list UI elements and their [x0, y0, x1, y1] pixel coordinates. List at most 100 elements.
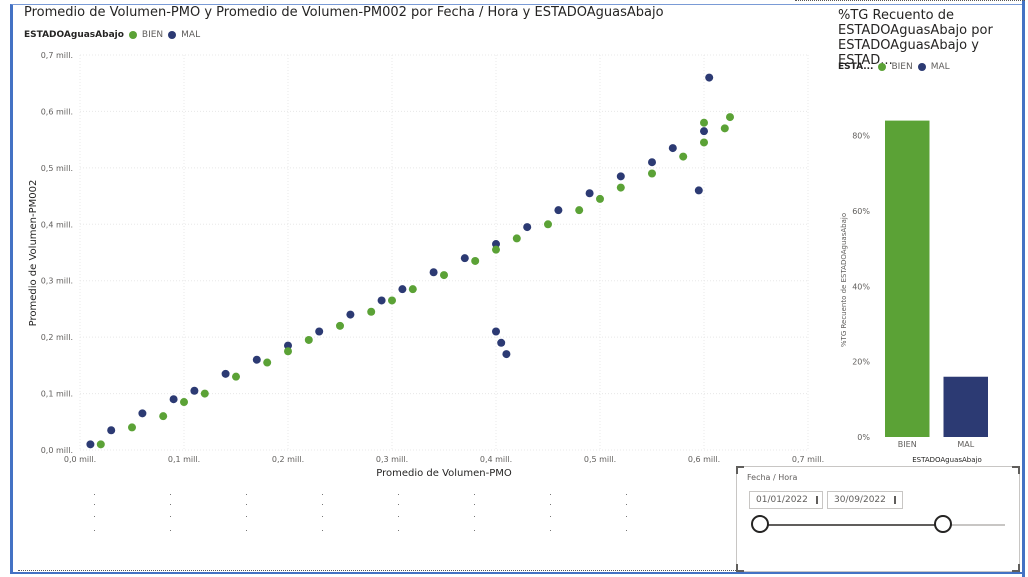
scatter-point-mal[interactable] — [492, 327, 500, 336]
scatter-point-bien[interactable] — [471, 256, 480, 265]
scatter-point-bien[interactable] — [720, 124, 729, 133]
placeholder-grid-dot — [626, 530, 627, 531]
scatter-point-bien[interactable] — [408, 285, 417, 294]
scatter-chart[interactable]: 0,0 mill. 0,1 mill. 0,2 mill. 0,3 mill. 0,4 … — [0, 0, 830, 490]
bar-y-tick-label: 20% — [852, 358, 870, 367]
slicer-corner-tl — [736, 466, 744, 474]
placeholder-grid-dot — [474, 516, 475, 517]
scatter-point-mal[interactable] — [86, 440, 95, 449]
bar-chart-title: %TG Recuento de ESTADOAguasAbajo por EST… — [838, 8, 993, 68]
scatter-point-bien[interactable] — [180, 398, 188, 407]
scatter-point-bien[interactable] — [616, 183, 625, 192]
scatter-point-mal[interactable] — [700, 127, 708, 136]
scatter-point-bien[interactable] — [492, 245, 500, 254]
scatter-point-bien[interactable] — [304, 335, 313, 344]
scatter-point-mal[interactable] — [169, 395, 178, 404]
scatter-point-mal[interactable] — [377, 296, 386, 305]
scatter-point-mal[interactable] — [460, 254, 469, 263]
scatter-point-bien[interactable] — [200, 389, 209, 398]
scatter-x-tick-label: 0,0 mill. — [64, 455, 96, 464]
legend-mal-label: MAL — [181, 30, 201, 40]
scatter-point-bien[interactable] — [648, 169, 656, 178]
scatter-point-mal[interactable] — [523, 223, 532, 232]
dotted-divider-bottom — [18, 570, 1018, 571]
end-date-value: 30/09/2022 — [834, 495, 886, 505]
scatter-point-bien[interactable] — [440, 271, 448, 280]
scatter-point-mal[interactable] — [346, 310, 355, 319]
bar-bien[interactable] — [885, 120, 930, 437]
scatter-point-bien[interactable] — [388, 296, 396, 305]
scatter-point-mal[interactable] — [398, 285, 407, 294]
placeholder-grid-dot — [322, 494, 323, 495]
scatter-point-bien[interactable] — [596, 194, 604, 203]
scatter-point-bien[interactable] — [284, 347, 292, 356]
scatter-x-tick-label: 0,5 mill. — [584, 455, 616, 464]
scatter-x-tick-label: 0,4 mill. — [480, 455, 512, 464]
placeholder-grid-dot — [398, 494, 399, 495]
scatter-point-mal[interactable] — [705, 73, 714, 82]
placeholder-grid-dot — [94, 516, 95, 517]
scatter-point-mal[interactable] — [585, 189, 594, 198]
scatter-point-bien[interactable] — [232, 372, 240, 381]
scatter-point-bien[interactable] — [512, 234, 521, 243]
placeholder-grid-dot — [170, 516, 171, 517]
scatter-point-mal[interactable] — [497, 338, 506, 347]
bar-legend-title: ESTA... — [838, 62, 874, 72]
scatter-point-mal[interactable] — [668, 144, 677, 153]
slider-end-handle[interactable] — [934, 515, 952, 533]
scatter-point-mal[interactable] — [190, 386, 199, 395]
scatter-point-bien[interactable] — [726, 113, 734, 122]
dotted-divider-top — [795, 0, 1025, 1]
scatter-point-mal[interactable] — [694, 186, 703, 195]
scatter-point-mal[interactable] — [492, 240, 500, 249]
scatter-point-mal[interactable] — [616, 172, 625, 181]
scatter-point-mal[interactable] — [221, 369, 230, 378]
scatter-point-bien[interactable] — [263, 358, 272, 367]
scatter-x-axis-label: Promedio de Volumen-PMO — [376, 468, 512, 479]
placeholder-grid-dot — [474, 494, 475, 495]
slider-start-handle[interactable] — [751, 515, 769, 533]
bar-legend[interactable]: ESTA... BIEN MAL — [838, 62, 950, 72]
bar-y-tick-label: 60% — [852, 207, 870, 216]
scatter-point-bien[interactable] — [544, 220, 552, 229]
bar-chart[interactable]: 0%20%40%60%80% BIEN MAL ESTADOAguasAbajo … — [820, 80, 1025, 470]
date-slicer[interactable]: Fecha / Hora 01/01/2022 30/09/2022 — [736, 466, 1020, 572]
scatter-point-bien[interactable] — [700, 138, 708, 147]
scatter-point-mal[interactable] — [138, 409, 147, 418]
end-date-field[interactable]: 30/09/2022 — [827, 491, 903, 509]
calendar-icon[interactable] — [893, 496, 896, 504]
scatter-point-mal[interactable] — [648, 158, 656, 167]
scatter-point-mal[interactable] — [284, 341, 292, 350]
scatter-x-tick-label: 0,1 mill. — [168, 455, 200, 464]
scatter-point-mal[interactable] — [429, 268, 438, 277]
scatter-y-tick-label: 0,2 mill. — [41, 333, 73, 342]
scatter-x-tick-label: 0,3 mill. — [376, 455, 408, 464]
placeholder-grid-dot — [94, 530, 95, 531]
scatter-point-mal[interactable] — [554, 206, 563, 215]
scatter-point-bien[interactable] — [679, 152, 688, 161]
bar-legend-bien-label: BIEN — [891, 62, 913, 72]
calendar-icon[interactable] — [815, 496, 818, 504]
scatter-point-bien[interactable] — [700, 118, 708, 127]
frame-right-edge — [1022, 0, 1025, 577]
scatter-point-mal[interactable] — [107, 426, 116, 435]
start-date-field[interactable]: 01/01/2022 — [749, 491, 823, 509]
scatter-point-bien[interactable] — [128, 423, 136, 432]
scatter-point-mal[interactable] — [315, 327, 324, 336]
scatter-legend[interactable]: ESTADOAguasAbajo BIEN MAL — [24, 30, 200, 40]
scatter-point-bien[interactable] — [159, 412, 168, 421]
scatter-x-tick-label: 0,7 mill. — [792, 455, 824, 464]
scatter-point-bien[interactable] — [96, 440, 105, 449]
placeholder-grid-dot — [322, 530, 323, 531]
scatter-point-bien[interactable] — [367, 307, 376, 316]
scatter-point-mal[interactable] — [502, 350, 511, 359]
bar-mal[interactable] — [943, 376, 989, 437]
scatter-point-bien[interactable] — [336, 321, 344, 330]
placeholder-grid-dot — [170, 504, 171, 505]
placeholder-grid-dot — [550, 504, 551, 505]
scatter-point-bien[interactable] — [575, 206, 584, 215]
slicer-corner-bl — [736, 564, 744, 572]
placeholder-grid-dot — [94, 494, 95, 495]
bar-legend-mal-dot — [917, 63, 926, 71]
scatter-point-mal[interactable] — [252, 355, 261, 364]
